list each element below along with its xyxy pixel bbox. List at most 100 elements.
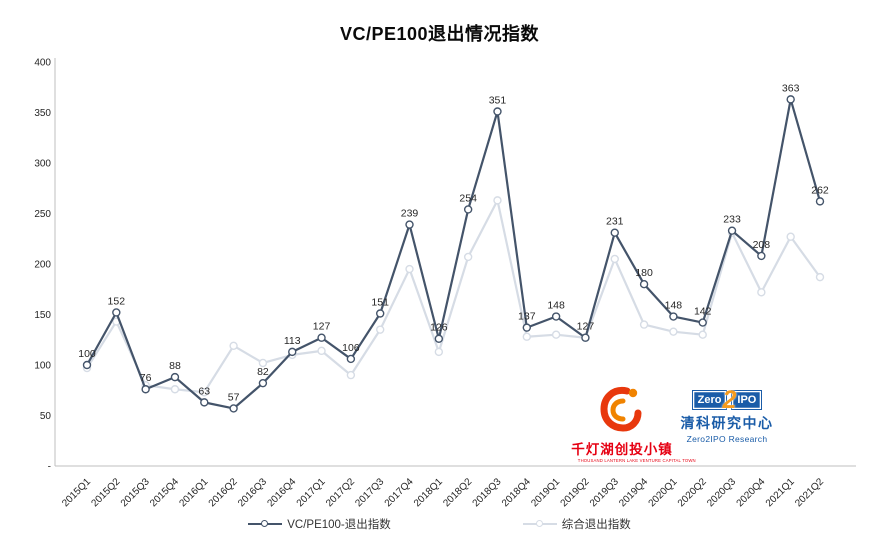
zero2ipo-logo: Zero 2 IPO 清科研究中心 Zero2IPO Research (676, 386, 778, 445)
data-point-label: 148 (547, 300, 565, 312)
y-tick-label: 200 (34, 260, 51, 271)
data-point-label: 148 (665, 300, 683, 312)
y-tick-label: 150 (34, 310, 51, 321)
data-point-marker (434, 334, 444, 343)
data-point-marker (610, 228, 619, 237)
line-chart: 40035030025020015010050-2015Q12015Q22015… (34, 58, 856, 509)
x-tick-label: 2017Q3 (353, 476, 386, 509)
data-point-marker (170, 385, 180, 394)
legend-item-vcpe100: VC/PE100-退出指数 (248, 516, 391, 532)
data-point-marker (639, 320, 649, 329)
data-point-label: 82 (257, 366, 269, 378)
qiandenghu-logo: 千灯湖创投小镇 THOUSAND LANTERN LAKE VENTURE CA… (570, 386, 696, 464)
x-tick-label: 2021Q1 (764, 476, 797, 509)
data-point-marker (82, 360, 92, 370)
zero2ipo-zero-box: Zero (691, 390, 728, 410)
data-point-marker (581, 333, 590, 342)
data-point-label: 106 (342, 342, 360, 354)
data-point-marker (463, 252, 473, 262)
x-tick-label: 2021Q2 (793, 476, 826, 509)
x-tick-label: 2018Q3 (471, 476, 504, 509)
data-point-marker (757, 251, 766, 261)
data-point-marker (141, 385, 150, 394)
data-point-marker (288, 347, 297, 357)
data-point-marker (229, 404, 238, 413)
x-tick-label: 2020Q3 (705, 476, 738, 509)
zero2ipo-two: 2 (722, 386, 737, 414)
data-point-label: 180 (635, 267, 653, 279)
data-point-marker (698, 330, 707, 339)
chart-legend: VC/PE100-退出指数 综合退出指数 (0, 516, 879, 532)
y-tick-label: - (48, 462, 51, 473)
data-point-marker (639, 280, 649, 289)
y-tick-label: 50 (40, 411, 52, 422)
legend-item-composite: 综合退出指数 (522, 516, 631, 532)
series-line-1 (85, 199, 822, 394)
x-tick-label: 2020Q4 (735, 476, 768, 509)
x-tick-label: 2019Q4 (617, 476, 650, 509)
x-tick-label: 2015Q2 (89, 476, 122, 509)
data-point-marker (669, 327, 678, 336)
data-point-marker (229, 341, 238, 351)
data-point-marker (610, 254, 619, 264)
data-point-marker (200, 398, 209, 407)
x-tick-label: 2018Q2 (441, 476, 474, 509)
legend-label-vcpe100: VC/PE100-退出指数 (287, 519, 391, 531)
y-tick-label: 300 (34, 159, 51, 170)
data-point-marker (757, 288, 766, 297)
data-point-label: 239 (401, 208, 419, 220)
data-point-marker (551, 312, 561, 321)
x-tick-label: 2016Q2 (207, 476, 240, 509)
data-point-label: 142 (694, 306, 712, 318)
data-point-marker (551, 330, 561, 339)
data-point-marker (727, 226, 737, 235)
data-point-marker (200, 388, 209, 397)
data-point-marker (493, 107, 502, 116)
data-point-marker (815, 272, 825, 282)
y-tick-label: 100 (34, 361, 51, 372)
data-point-marker (698, 318, 707, 327)
x-tick-label: 2018Q1 (412, 476, 445, 509)
data-point-label: 127 (577, 321, 595, 333)
data-point-marker (522, 332, 531, 341)
zero2ipo-ipo-box: IPO (731, 390, 763, 410)
legend-label-composite: 综合退出指数 (561, 519, 631, 531)
data-point-marker (405, 220, 414, 229)
x-tick-label: 2016Q4 (265, 476, 298, 509)
legend-marker-composite (522, 520, 557, 528)
x-tick-label: 2017Q2 (324, 476, 357, 509)
data-point-marker (463, 205, 473, 214)
data-point-marker (258, 358, 268, 368)
x-tick-label: 2019Q1 (529, 476, 562, 509)
data-point-marker (669, 312, 678, 321)
data-point-label: 262 (811, 184, 829, 196)
x-tick-label: 2015Q4 (148, 476, 181, 509)
data-point-label: 208 (753, 239, 771, 251)
data-point-marker (434, 347, 444, 357)
x-tick-label: 2017Q4 (383, 476, 416, 509)
x-tick-label: 2019Q2 (559, 476, 592, 509)
y-tick-label: 350 (34, 108, 51, 119)
data-point-marker (786, 232, 795, 241)
data-point-marker (786, 95, 795, 104)
x-tick-label: 2015Q3 (119, 476, 152, 509)
data-point-label: 254 (459, 192, 477, 204)
x-tick-label: 2016Q3 (236, 476, 269, 509)
data-point-marker (258, 378, 268, 388)
data-point-label: 113 (284, 335, 301, 347)
data-point-marker (815, 197, 825, 206)
x-tick-label: 2015Q1 (60, 476, 93, 509)
qiandenghu-swirl-icon (600, 386, 642, 432)
x-tick-label: 2020Q2 (676, 476, 709, 509)
data-point-marker (170, 372, 180, 382)
data-point-label: 127 (313, 321, 331, 333)
data-point-marker (317, 346, 326, 356)
data-point-label: 76 (140, 372, 152, 384)
chart-title: VC/PE100退出情况指数 (339, 24, 540, 44)
data-point-label: 231 (606, 216, 624, 228)
y-tick-label: 250 (34, 209, 51, 220)
data-point-label: 363 (782, 82, 800, 94)
data-point-label: 137 (518, 311, 536, 323)
series-line-0 (85, 98, 822, 410)
